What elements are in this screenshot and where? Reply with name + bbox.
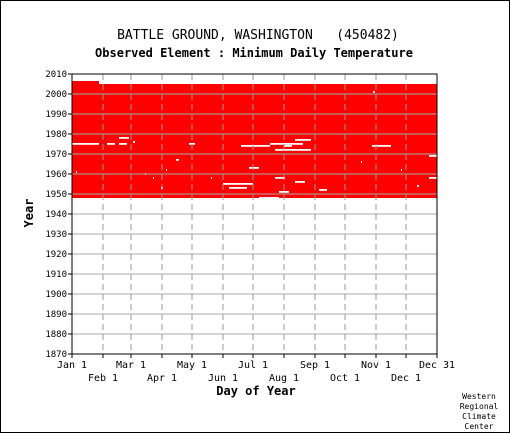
y-tick-label: 1940: [45, 210, 67, 220]
x-tick-label: Sep 1: [300, 360, 330, 371]
y-tick-label: 1890: [45, 310, 67, 320]
x-tick-label: Jun 1: [208, 373, 238, 384]
y-tick-label: 1990: [45, 110, 67, 120]
missing-segment: [119, 137, 129, 139]
missing-segment: [189, 143, 195, 145]
chart-subtitle: Observed Element : Minimum Daily Tempera…: [95, 46, 413, 60]
y-tick-label: 1870: [45, 350, 67, 360]
y-tick-label: 1970: [45, 150, 67, 160]
chart-title: BATTLE GROUND, WASHINGTON (450482): [117, 28, 399, 43]
missing-segment: [429, 177, 437, 179]
y-tick-label: 1980: [45, 130, 67, 140]
missing-segment: [372, 145, 391, 147]
coverage-block-1: [99, 84, 437, 198]
missing-segment: [373, 91, 375, 93]
missing-segment: [429, 155, 437, 157]
missing-segment: [295, 181, 305, 183]
missing-segment: [284, 145, 292, 147]
missing-segment: [76, 171, 77, 173]
x-tick-label: Aug 1: [269, 373, 299, 384]
missing-segment: [361, 161, 362, 163]
data-layer: [72, 81, 437, 199]
missing-segment: [211, 177, 212, 179]
x-axis: Jan 1 Mar 1 May 1 Jul 1 Sep 1 Nov 1 Dec 31 Feb …: [57, 354, 455, 384]
x-tick-label: Jan 1: [57, 360, 87, 371]
missing-segment: [275, 149, 311, 151]
y-axis: 1870 1880 1890 1900 1910 1920 1930 1940 1950 1960…: [45, 70, 72, 360]
x-axis-label: Day of Year: [216, 384, 295, 398]
missing-segment: [176, 159, 179, 161]
y-axis-label: Year: [22, 199, 36, 228]
missing-segment: [319, 189, 327, 191]
missing-segment: [401, 169, 402, 171]
missing-segment: [119, 143, 127, 145]
x-tick-label: Dec 31: [419, 360, 455, 371]
credit-line-2: Regional: [460, 402, 499, 411]
coverage-block-0: [72, 81, 99, 198]
x-tick-label: Dec 1: [391, 373, 421, 384]
y-tick-label: 1950: [45, 190, 67, 200]
y-tick-label: 1920: [45, 250, 67, 260]
missing-segment: [279, 191, 289, 193]
x-tick-label: Jul 1: [238, 360, 268, 371]
y-tick-label: 1960: [45, 170, 67, 180]
missing-segment: [275, 177, 285, 179]
missing-segment: [241, 145, 270, 147]
missing-segment: [153, 177, 154, 179]
missing-segment: [133, 141, 135, 143]
credit-line-1: Western: [462, 392, 496, 401]
plot-area: [71, 73, 438, 355]
missing-segment: [259, 197, 279, 199]
missing-segment: [72, 143, 99, 145]
y-tick-label: 2010: [45, 70, 67, 80]
y-tick-label: 1880: [45, 330, 67, 340]
x-tick-label: Nov 1: [361, 360, 391, 371]
missing-segment: [229, 187, 247, 189]
x-tick-label: Mar 1: [116, 360, 146, 371]
wrcc-credit: Western Regional Climate Center: [460, 392, 499, 431]
missing-segment: [270, 143, 303, 145]
y-tick-label: 1910: [45, 270, 67, 280]
x-tick-label: Oct 1: [330, 373, 360, 384]
credit-line-4: Center: [465, 422, 494, 431]
missing-segment: [223, 183, 253, 185]
missing-segment: [166, 169, 167, 171]
missing-segment: [107, 143, 115, 145]
credit-line-3: Climate: [462, 412, 496, 421]
x-tick-label: May 1: [177, 360, 207, 371]
x-tick-label: Apr 1: [147, 373, 177, 384]
y-tick-label: 1900: [45, 290, 67, 300]
missing-segment: [249, 167, 259, 169]
missing-segment: [417, 185, 419, 187]
y-tick-label: 1930: [45, 230, 67, 240]
missing-segment: [295, 139, 311, 141]
y-tick-label: 2000: [45, 90, 67, 100]
x-tick-label: Feb 1: [88, 373, 118, 384]
